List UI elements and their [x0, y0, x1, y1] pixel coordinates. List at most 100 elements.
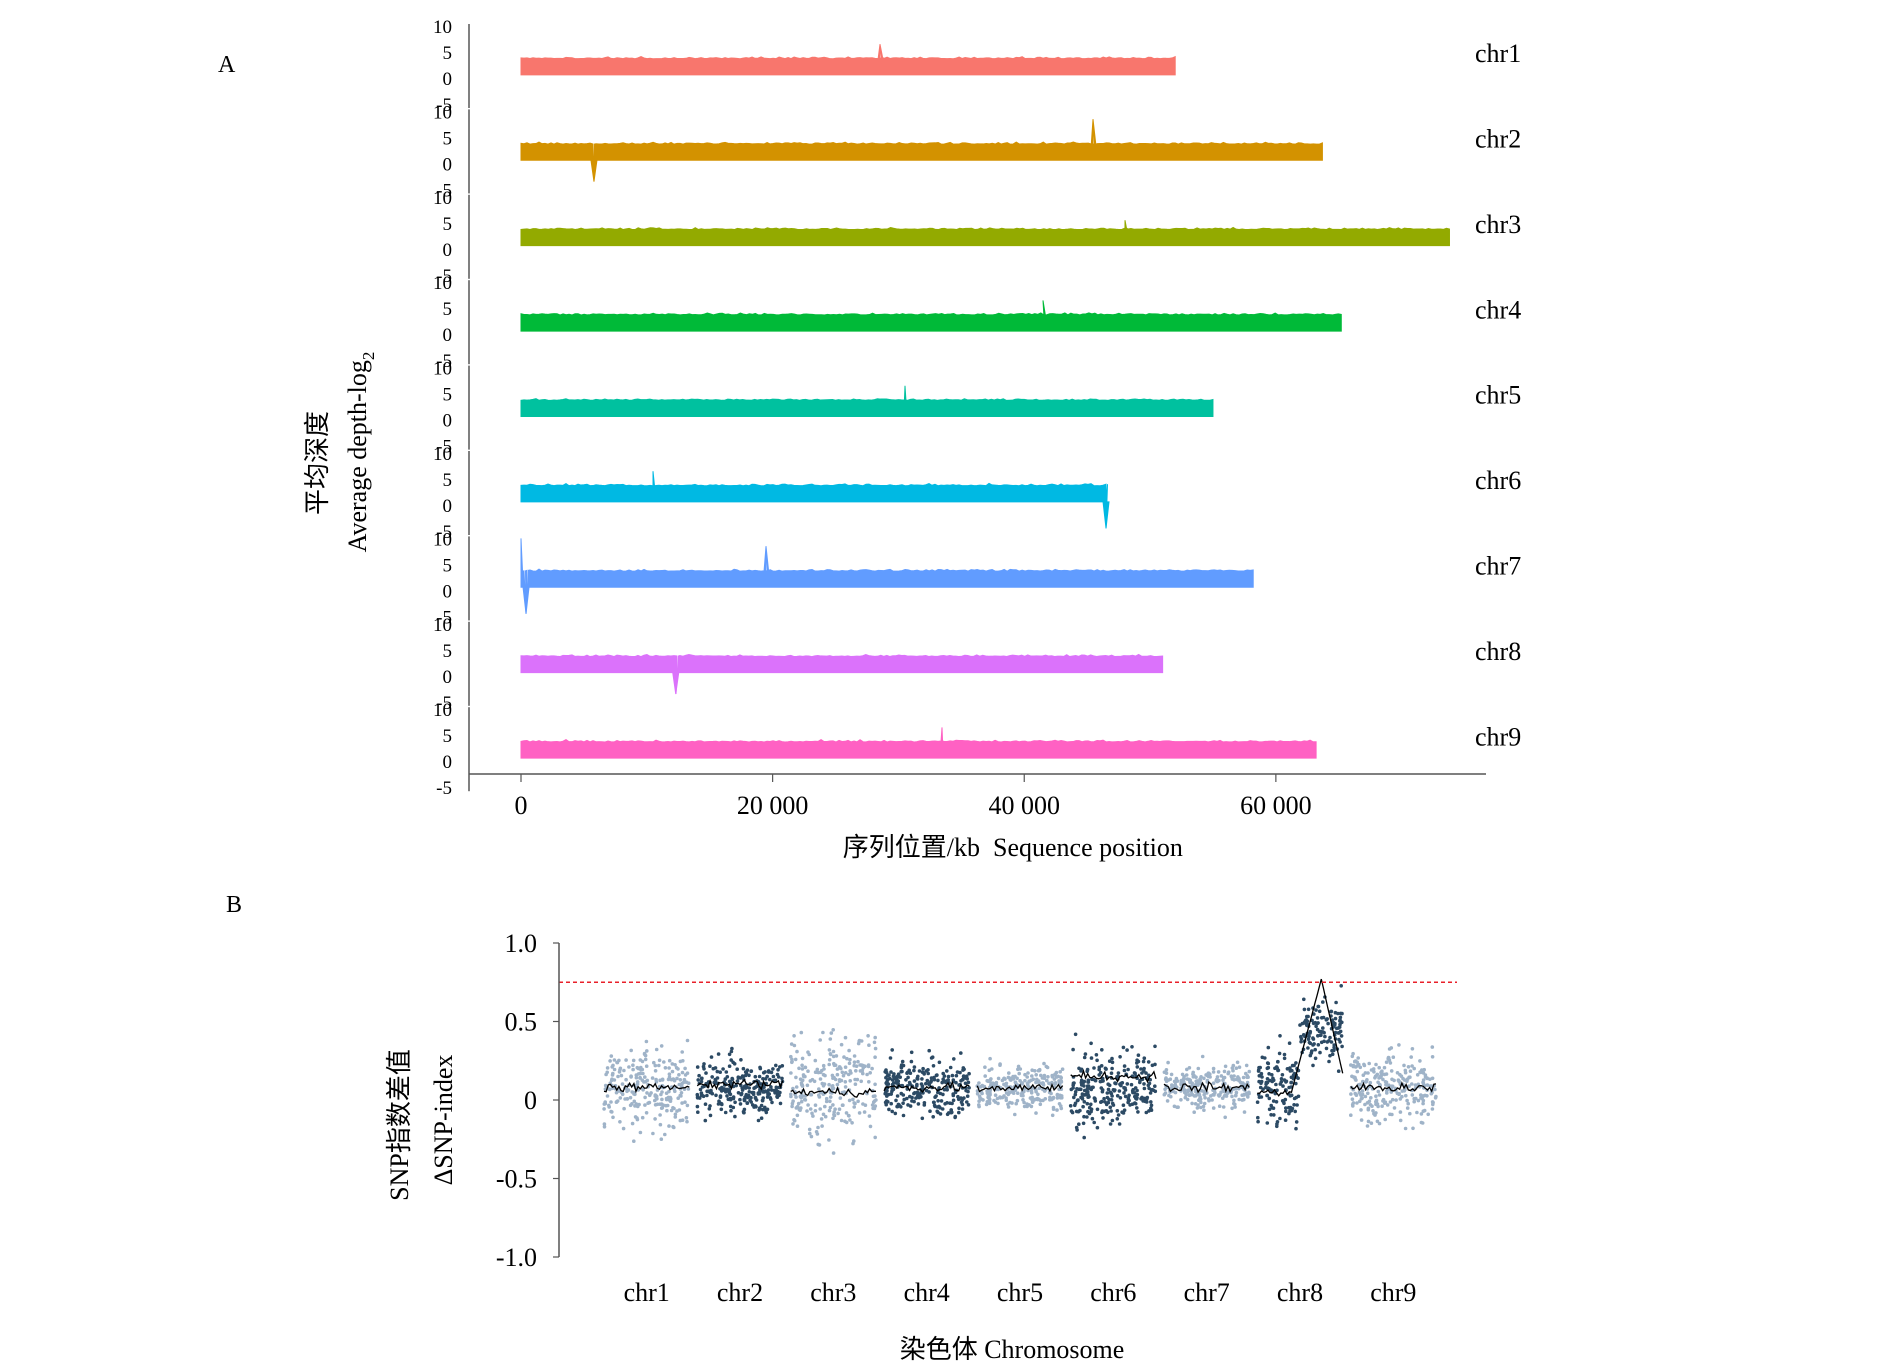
snp-point: [1050, 1113, 1055, 1118]
snp-point: [1075, 1087, 1079, 1091]
snp-point: [1196, 1103, 1200, 1107]
snp-point: [1430, 1045, 1435, 1049]
snp-point: [1125, 1048, 1129, 1052]
snp-point: [696, 1110, 700, 1114]
snp-point: [1403, 1070, 1408, 1075]
snp-point: [798, 1108, 802, 1112]
snp-point: [1031, 1077, 1036, 1082]
snp-point: [1272, 1113, 1276, 1117]
snp-point: [1257, 1079, 1261, 1084]
snp-point: [1086, 1095, 1090, 1099]
snp-point: [754, 1105, 758, 1109]
snp-point: [1116, 1071, 1121, 1075]
snp-point: [735, 1079, 740, 1083]
track-y-tick-label: 5: [443, 128, 453, 149]
snp-point: [712, 1080, 716, 1085]
snp-point: [1004, 1084, 1008, 1088]
snp-point: [873, 1104, 878, 1108]
snp-point: [704, 1071, 708, 1075]
snp-point: [891, 1087, 895, 1092]
snp-point: [939, 1099, 944, 1103]
snp-point: [763, 1077, 768, 1081]
snp-point: [1353, 1065, 1358, 1069]
snp-point: [1316, 1021, 1320, 1025]
snp-point: [1173, 1090, 1178, 1095]
snp-point: [1266, 1045, 1271, 1050]
snp-point: [1109, 1109, 1113, 1113]
snp-point: [1115, 1094, 1120, 1098]
snp-point: [686, 1081, 691, 1085]
snp-point: [977, 1099, 981, 1103]
snp-point: [766, 1088, 771, 1092]
snp-point: [1363, 1071, 1368, 1075]
snp-point: [1293, 1109, 1297, 1114]
snp-point: [1366, 1091, 1370, 1096]
snp-point: [1247, 1069, 1252, 1074]
snp-point: [1287, 1111, 1291, 1116]
snp-point: [821, 1063, 826, 1068]
snp-point: [644, 1111, 649, 1115]
track-y-tick-label: 10: [433, 188, 452, 209]
snp-point: [1369, 1068, 1374, 1072]
snp-point: [1094, 1053, 1099, 1057]
snp-point: [945, 1088, 949, 1092]
snp-point: [1115, 1075, 1119, 1079]
snp-point: [830, 1085, 834, 1089]
snp-point: [959, 1051, 963, 1055]
snp-point: [743, 1070, 748, 1074]
track-label-chr5: chr5: [1475, 381, 1521, 410]
snp-point: [1166, 1060, 1170, 1065]
snp-point: [1328, 1053, 1332, 1058]
snp-point: [721, 1067, 725, 1071]
snp-point: [1197, 1092, 1202, 1097]
snp-point: [1340, 1044, 1344, 1049]
x-tick-label: 0: [515, 791, 528, 820]
snp-point: [935, 1073, 939, 1077]
snp-point: [792, 1034, 796, 1038]
snp-point: [1026, 1071, 1030, 1075]
panel-a-depth-chart: A 10 5 0 -5 chr1 10 5 0 -5 chr2 10 5 0 -5 chr3 10 5 0 -5 ch…: [218, 17, 1521, 862]
snp-point: [1121, 1045, 1126, 1050]
snp-point: [1374, 1094, 1378, 1098]
snp-point: [1315, 1027, 1320, 1032]
snp-point: [993, 1100, 998, 1104]
snp-point: [696, 1078, 700, 1082]
snp-point: [945, 1101, 949, 1105]
snp-point: [761, 1071, 766, 1075]
snp-point: [757, 1108, 761, 1112]
snp-point: [686, 1087, 691, 1091]
snp-point: [1126, 1097, 1131, 1102]
snp-point: [1189, 1092, 1194, 1097]
snp-point: [1034, 1073, 1038, 1077]
snp-point: [1041, 1081, 1045, 1086]
snp-point: [714, 1093, 718, 1098]
snp-point: [828, 1052, 833, 1057]
snp-point: [753, 1074, 758, 1079]
snp-point: [730, 1046, 734, 1051]
snp-point: [984, 1102, 989, 1107]
snp-point: [798, 1077, 803, 1081]
snp-point: [1082, 1055, 1087, 1060]
snp-point: [983, 1065, 987, 1069]
snp-point: [1361, 1073, 1366, 1077]
snp-point: [1353, 1059, 1357, 1064]
snp-point: [1245, 1092, 1250, 1096]
snp-point: [747, 1090, 752, 1094]
snp-point: [917, 1069, 922, 1073]
snp-point: [1434, 1094, 1438, 1099]
snp-point: [1358, 1092, 1363, 1096]
snp-point: [1366, 1071, 1370, 1075]
snp-point: [1324, 1046, 1329, 1051]
snp-point: [678, 1118, 683, 1123]
snp-point: [738, 1102, 743, 1106]
snp-point: [831, 1076, 835, 1080]
snp-point: [1380, 1069, 1384, 1073]
snp-point: [1081, 1121, 1086, 1126]
x-tick-label: 20 000: [737, 791, 809, 820]
snp-point: [809, 1134, 814, 1139]
snp-point: [1041, 1098, 1045, 1103]
snp-point: [1134, 1097, 1139, 1101]
snp-point: [837, 1107, 842, 1111]
snp-point: [795, 1049, 799, 1054]
snp-point: [1133, 1071, 1137, 1076]
